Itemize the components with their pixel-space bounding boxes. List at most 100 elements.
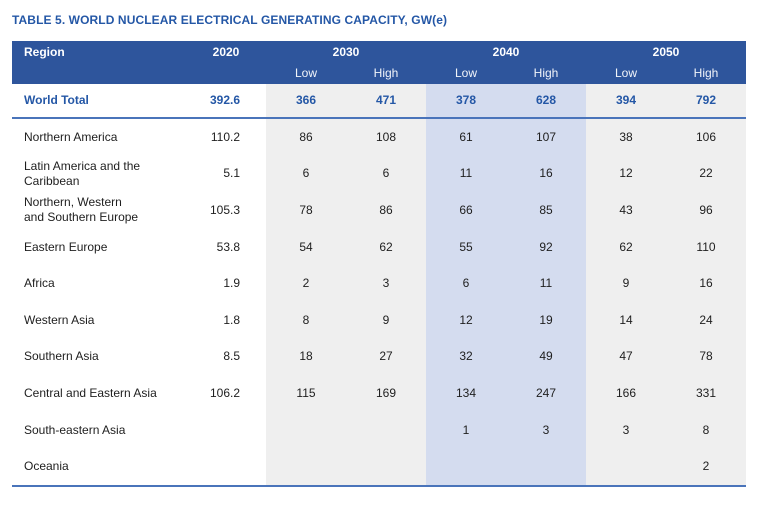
table-row: Western Asia 1.8 8 9 12 19 14 24 xyxy=(12,301,746,339)
value-2050-high: 16 xyxy=(666,265,746,302)
value-2040-low: 378 xyxy=(426,84,506,117)
region-cell: Southern Asia xyxy=(24,349,99,364)
region-cell: Eastern Europe xyxy=(24,239,108,254)
table-row: Northern America 110.2 86 108 61 107 38 … xyxy=(12,119,746,156)
col-header-2040-high: High xyxy=(533,66,559,80)
value-2020: 392.6 xyxy=(209,93,240,107)
value-2050-high: 106 xyxy=(666,119,746,156)
value-2040-high: 92 xyxy=(506,228,586,266)
table-row: Northern, Western and Southern Europe 10… xyxy=(12,192,746,229)
value-2030-low: 54 xyxy=(266,228,346,266)
table-row: Southern Asia 8.5 18 27 32 49 47 78 xyxy=(12,338,746,376)
region-cell: Northern America xyxy=(24,129,118,144)
value-2050-low: 38 xyxy=(586,119,666,156)
value-2030-high: 62 xyxy=(346,228,426,266)
value-2030-low: 115 xyxy=(266,375,346,412)
value-2040-low xyxy=(426,448,506,485)
value-2050-high: 22 xyxy=(666,155,746,193)
value-2050-high: 110 xyxy=(666,228,746,266)
value-2030-high: 169 xyxy=(346,375,426,412)
value-2040-high: 3 xyxy=(506,411,586,449)
value-2040-high: 49 xyxy=(506,338,586,376)
value-2020 xyxy=(186,412,266,449)
value-2050-high: 78 xyxy=(666,338,746,376)
value-2050-high: 8 xyxy=(666,411,746,449)
value-2050-low: 14 xyxy=(586,301,666,339)
value-2030-low: 366 xyxy=(266,84,346,117)
value-2020: 1.8 xyxy=(223,312,240,327)
region-cell: Central and Eastern Asia xyxy=(24,385,157,400)
value-2040-high: 628 xyxy=(506,84,586,117)
value-2030-low xyxy=(266,448,346,485)
table-title: TABLE 5. WORLD NUCLEAR ELECTRICAL GENERA… xyxy=(12,13,448,27)
header-row-years: Region 2020 2030 2040 2050 xyxy=(12,41,746,62)
value-2020: 105.3 xyxy=(209,202,240,217)
value-2050-high: 24 xyxy=(666,301,746,339)
value-2050-high: 2 xyxy=(666,448,746,485)
value-2040-low: 61 xyxy=(426,119,506,156)
value-2030-high: 86 xyxy=(346,192,426,229)
value-2040-high: 85 xyxy=(506,192,586,229)
value-2020: 8.5 xyxy=(223,349,240,364)
value-2040-low: 6 xyxy=(426,265,506,302)
world-total-row: World Total 392.6 366 471 378 628 394 79… xyxy=(12,84,746,117)
value-2030-low: 6 xyxy=(266,155,346,193)
bottom-rule xyxy=(12,484,746,487)
col-header-2020: 2020 xyxy=(212,44,240,59)
region-cell: Latin America and the Caribbean xyxy=(24,158,141,188)
value-2050-low: 62 xyxy=(586,228,666,266)
value-2050-low: 47 xyxy=(586,338,666,376)
value-2040-low: 55 xyxy=(426,228,506,266)
value-2030-low: 18 xyxy=(266,338,346,376)
value-2020: 106.2 xyxy=(209,385,240,400)
table-row: South-eastern Asia 1 3 3 8 xyxy=(12,411,746,449)
value-2050-high: 792 xyxy=(666,84,746,117)
value-2040-low: 11 xyxy=(426,155,506,193)
value-2030-high xyxy=(346,411,426,449)
value-2030-low: 8 xyxy=(266,301,346,339)
value-2020: 110.2 xyxy=(210,129,240,144)
table-row: Africa 1.9 2 3 6 11 9 16 xyxy=(12,265,746,302)
region-cell: Northern, Western and Southern Europe xyxy=(24,195,139,225)
value-2030-low: 78 xyxy=(266,192,346,229)
value-2020: 1.9 xyxy=(223,276,240,291)
value-2040-low: 66 xyxy=(426,192,506,229)
region-cell: Africa xyxy=(24,276,55,291)
value-2020: 5.1 xyxy=(223,166,240,181)
col-header-region: Region xyxy=(24,44,65,59)
col-header-2040-low: Low xyxy=(454,66,477,80)
separator-rule xyxy=(12,117,746,119)
value-2030-high: 471 xyxy=(346,84,426,117)
region-cell: South-eastern Asia xyxy=(24,422,126,437)
value-2030-low: 86 xyxy=(266,119,346,156)
region-cell: World Total xyxy=(24,93,89,107)
value-2030-high: 3 xyxy=(346,265,426,302)
region-cell: Oceania xyxy=(24,459,69,474)
value-2050-low: 3 xyxy=(586,411,666,449)
value-2050-low: 394 xyxy=(586,84,666,117)
value-2040-low: 134 xyxy=(426,375,506,412)
col-header-2050-low: Low xyxy=(614,66,637,80)
region-cell: Western Asia xyxy=(24,312,95,327)
value-2050-high: 96 xyxy=(666,192,746,229)
table-row: Latin America and the Caribbean 5.1 6 6 … xyxy=(12,155,746,193)
value-2030-low: 2 xyxy=(266,265,346,302)
value-2050-low: 166 xyxy=(586,375,666,412)
col-header-2050-high: High xyxy=(693,66,719,80)
header-row-lowhigh: Low High Low High Low High xyxy=(12,62,746,84)
value-2050-low xyxy=(586,448,666,485)
header-spacer xyxy=(12,62,186,84)
value-2050-low: 43 xyxy=(586,192,666,229)
value-2030-high: 6 xyxy=(346,155,426,193)
value-2040-high: 107 xyxy=(506,119,586,156)
value-2020 xyxy=(186,448,266,485)
value-2040-high: 19 xyxy=(506,301,586,339)
table-row: Eastern Europe 53.8 54 62 55 92 62 110 xyxy=(12,228,746,266)
value-2040-high xyxy=(506,448,586,485)
header-spacer xyxy=(186,62,266,84)
value-2040-low: 12 xyxy=(426,301,506,339)
table-row: Oceania 2 xyxy=(12,448,746,485)
capacity-table: Region 2020 2030 2040 2050 Low High Low … xyxy=(12,41,746,487)
value-2050-high: 331 xyxy=(666,375,746,412)
col-header-2030-low: Low xyxy=(294,66,317,80)
